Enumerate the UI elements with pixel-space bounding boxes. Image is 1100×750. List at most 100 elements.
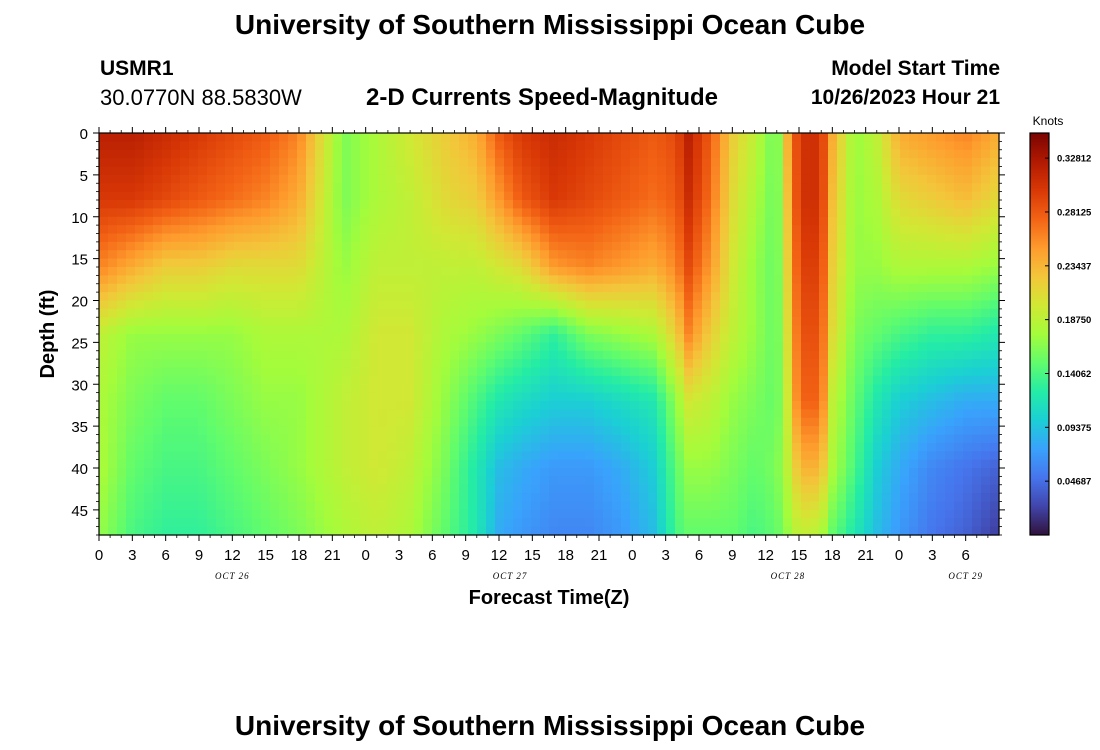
heatmap-cell	[684, 191, 694, 201]
heatmap-cell	[450, 250, 460, 260]
heatmap-cell	[666, 342, 676, 352]
heatmap-cell	[909, 283, 919, 293]
heatmap-cell	[378, 300, 388, 310]
heatmap-cell	[99, 325, 109, 335]
heatmap-cell	[216, 434, 226, 444]
heatmap-cell	[621, 493, 631, 503]
heatmap-cell	[387, 308, 397, 318]
heatmap-cell	[450, 359, 460, 369]
heatmap-cell	[432, 275, 442, 285]
heatmap-cell	[747, 216, 757, 226]
heatmap-cell	[891, 133, 901, 142]
heatmap-cell	[747, 392, 757, 402]
heatmap-cell	[846, 200, 856, 209]
heatmap-cell	[972, 342, 982, 352]
heatmap-cell	[621, 283, 631, 293]
heatmap-cell	[288, 342, 298, 352]
heatmap-cell	[504, 342, 514, 352]
heatmap-cell	[234, 233, 244, 243]
heatmap-cell	[855, 434, 865, 444]
heatmap-cell	[153, 233, 163, 243]
heatmap-cell	[648, 417, 658, 427]
heatmap-cell	[954, 208, 964, 218]
heatmap-cell	[855, 493, 865, 503]
heatmap-cell	[675, 133, 685, 142]
heatmap-cell	[801, 233, 811, 243]
heatmap-cell	[495, 225, 505, 235]
heatmap-cell	[576, 166, 586, 176]
heatmap-cell	[342, 300, 352, 310]
heatmap-cell	[918, 426, 928, 436]
heatmap-cell	[558, 283, 568, 293]
heatmap-cell	[270, 334, 280, 343]
heatmap-cell	[819, 317, 829, 327]
x-tick-label: 3	[661, 547, 669, 564]
heatmap-cell	[648, 426, 658, 436]
heatmap-cell	[720, 526, 730, 536]
heatmap-cell	[963, 133, 973, 142]
heatmap-cell	[324, 292, 334, 302]
heatmap-cell	[405, 216, 415, 226]
heatmap-cell	[711, 158, 721, 168]
heatmap-cell	[306, 208, 316, 218]
heatmap-cell	[378, 250, 388, 260]
heatmap-cell	[126, 434, 136, 444]
heatmap-cell	[378, 283, 388, 293]
heatmap-cell	[846, 518, 856, 528]
heatmap-cell	[891, 317, 901, 327]
heatmap-cell	[918, 409, 928, 419]
heatmap-cell	[576, 334, 586, 343]
heatmap-cell	[135, 451, 145, 461]
heatmap-cell	[657, 233, 667, 243]
heatmap-cell	[648, 526, 658, 536]
heatmap-cell	[117, 401, 127, 410]
heatmap-cell	[288, 200, 298, 209]
heatmap-cell	[540, 442, 550, 452]
heatmap-cell	[477, 225, 487, 235]
heatmap-cell	[216, 384, 226, 394]
heatmap-cell	[153, 250, 163, 260]
heatmap-cell	[324, 375, 334, 385]
heatmap-cell	[990, 149, 1000, 159]
heatmap-cell	[909, 451, 919, 461]
heatmap-cell	[729, 191, 739, 201]
heatmap-cell	[171, 526, 181, 536]
heatmap-cell	[126, 501, 136, 511]
heatmap-cell	[117, 200, 127, 209]
heatmap-cell	[801, 191, 811, 201]
heatmap-cell	[279, 149, 289, 159]
heatmap-cell	[135, 375, 145, 385]
heatmap-cell	[918, 459, 928, 469]
heatmap-cell	[801, 476, 811, 486]
heatmap-cell	[234, 426, 244, 436]
heatmap-cell	[729, 317, 739, 327]
heatmap-cell	[108, 417, 118, 427]
heatmap-cell	[855, 484, 865, 494]
heatmap-cell	[909, 158, 919, 168]
heatmap-cell	[576, 200, 586, 209]
heatmap-cell	[576, 417, 586, 427]
heatmap-cell	[567, 325, 577, 335]
heatmap-cell	[144, 325, 154, 335]
heatmap-cell	[810, 392, 820, 402]
heatmap-cell	[180, 267, 190, 276]
heatmap-cell	[729, 518, 739, 528]
heatmap-cell	[864, 459, 874, 469]
heatmap-cell	[198, 241, 208, 251]
heatmap-cell	[459, 241, 469, 251]
heatmap-cell	[198, 359, 208, 369]
heatmap-cell	[135, 183, 145, 193]
heatmap-cell	[882, 308, 892, 318]
heatmap-cell	[306, 459, 316, 469]
heatmap-cell	[252, 493, 262, 503]
heatmap-cell	[594, 149, 604, 159]
heatmap-cell	[432, 191, 442, 201]
heatmap-cell	[981, 501, 991, 511]
heatmap-cell	[324, 459, 334, 469]
heatmap-cell	[387, 166, 397, 176]
heatmap-cell	[909, 250, 919, 260]
heatmap-cell	[711, 292, 721, 302]
heatmap-cell	[837, 367, 847, 377]
heatmap-cells	[99, 133, 1000, 536]
heatmap-cell	[603, 183, 613, 193]
